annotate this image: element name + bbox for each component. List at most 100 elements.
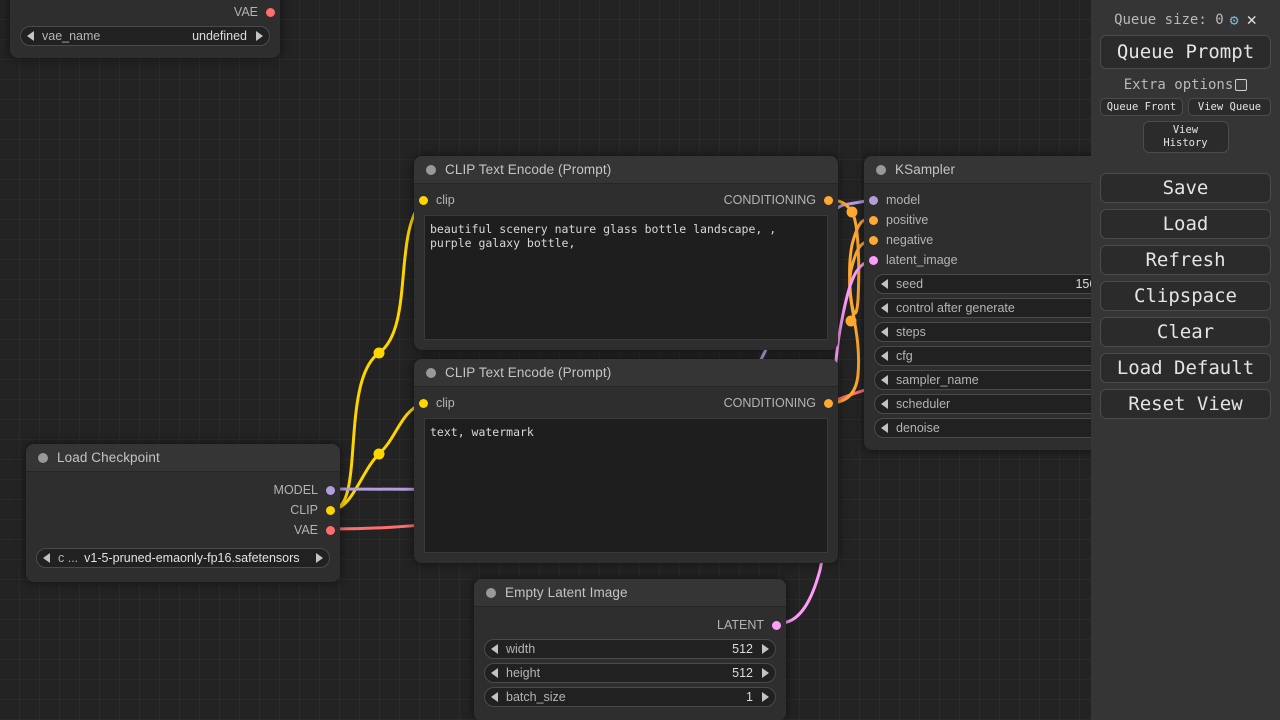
widget-sampler-name[interactable]: sampler_name	[874, 370, 1091, 390]
reset-view-button[interactable]: Reset View	[1100, 389, 1271, 419]
view-history-button[interactable]: View History	[1142, 121, 1229, 153]
arrow-right-icon[interactable]	[762, 692, 769, 702]
collapse-dot-icon[interactable]	[426, 367, 436, 378]
load-button[interactable]: Load	[1100, 209, 1271, 239]
widget-scheduler[interactable]: scheduler	[874, 394, 1091, 414]
widget-value: 1	[746, 690, 753, 704]
close-icon[interactable]: ✕	[1246, 9, 1257, 30]
arrow-left-icon[interactable]	[491, 668, 498, 678]
widget-vae-name[interactable]: vae_name undefined	[20, 26, 270, 46]
arrow-left-icon[interactable]	[881, 423, 888, 433]
widget-denoise[interactable]: denoise	[874, 418, 1091, 438]
refresh-button[interactable]: Refresh	[1100, 245, 1271, 275]
node-title: KSampler	[895, 162, 956, 177]
node-clip-text-encode-positive[interactable]: CLIP Text Encode (Prompt) clip CONDITION…	[414, 156, 838, 350]
widget-steps[interactable]: steps	[874, 322, 1091, 342]
arrow-left-icon[interactable]	[881, 279, 888, 289]
input-slot-label: clip	[436, 396, 455, 410]
node-ksampler[interactable]: KSampler model positive negative latent_…	[864, 156, 1091, 450]
widget-seed[interactable]: seed 1566802087	[874, 274, 1091, 294]
collapse-dot-icon[interactable]	[876, 164, 886, 175]
arrow-left-icon[interactable]	[881, 351, 888, 361]
node-body: VAE vae_name undefined	[10, 0, 280, 58]
prompt-textarea[interactable]: text, watermark	[424, 418, 828, 553]
input-slot-model[interactable]: model	[864, 190, 1091, 210]
arrow-left-icon[interactable]	[881, 399, 888, 409]
conditioning-pin-icon[interactable]	[869, 215, 878, 225]
arrow-left-icon[interactable]	[881, 327, 888, 337]
widget-label: width	[506, 642, 536, 656]
clip-pin-icon[interactable]	[419, 195, 428, 205]
output-slot-label: CONDITIONING	[723, 396, 816, 410]
extra-options-row[interactable]: Extra options	[1100, 77, 1271, 93]
node-load-vae[interactable]: Load VAE VAE vae_name undefined	[10, 0, 280, 58]
output-slot-latent[interactable]: LATENT	[474, 615, 786, 635]
arrow-right-icon[interactable]	[762, 644, 769, 654]
queue-prompt-button[interactable]: Queue Prompt	[1100, 35, 1271, 69]
node-body: clip CONDITIONING text, watermark	[414, 387, 838, 553]
widget-label: height	[506, 666, 541, 680]
node-load-checkpoint[interactable]: Load Checkpoint MODEL CLIP VAE c ... v1-…	[26, 444, 340, 582]
node-header[interactable]: KSampler	[864, 156, 1091, 184]
model-pin-icon[interactable]	[869, 195, 878, 205]
slot-row: clip CONDITIONING	[414, 190, 838, 210]
collapse-dot-icon[interactable]	[426, 164, 436, 175]
arrow-left-icon[interactable]	[27, 31, 34, 41]
latent-pin-icon[interactable]	[869, 255, 878, 265]
prompt-textarea[interactable]: beautiful scenery nature glass bottle la…	[424, 215, 828, 340]
widget-label: sampler_name	[896, 373, 979, 387]
output-slot-vae[interactable]: VAE	[10, 2, 280, 22]
vae-pin-icon[interactable]	[326, 525, 335, 535]
load-default-button[interactable]: Load Default	[1100, 353, 1271, 383]
collapse-dot-icon[interactable]	[38, 452, 48, 463]
arrow-right-icon[interactable]	[256, 31, 263, 41]
model-pin-icon[interactable]	[326, 485, 335, 495]
extra-options-checkbox[interactable]	[1235, 79, 1248, 91]
widget-label: c ...	[58, 551, 79, 565]
node-header[interactable]: Empty Latent Image	[474, 579, 786, 607]
arrow-left-icon[interactable]	[43, 553, 50, 563]
arrow-left-icon[interactable]	[881, 303, 888, 313]
clipspace-button[interactable]: Clipspace	[1100, 281, 1271, 311]
vae-pin-icon[interactable]	[266, 7, 275, 17]
widget-cfg[interactable]: cfg	[874, 346, 1091, 366]
widget-ckpt-name[interactable]: c ... v1-5-pruned-emaonly-fp16.safetenso…	[36, 548, 330, 568]
gear-icon[interactable]: ⚙	[1229, 10, 1239, 29]
conditioning-pin-icon[interactable]	[869, 235, 878, 245]
arrow-right-icon[interactable]	[762, 668, 769, 678]
conditioning-pin-icon[interactable]	[824, 398, 833, 408]
arrow-left-icon[interactable]	[491, 644, 498, 654]
collapse-dot-icon[interactable]	[486, 587, 496, 598]
node-header[interactable]: CLIP Text Encode (Prompt)	[414, 156, 838, 184]
widget-width[interactable]: width 512	[484, 639, 776, 659]
widget-batch-size[interactable]: batch_size 1	[484, 687, 776, 707]
clear-button[interactable]: Clear	[1100, 317, 1271, 347]
output-slot-model[interactable]: MODEL	[26, 480, 340, 500]
node-empty-latent-image[interactable]: Empty Latent Image LATENT width 512 heig…	[474, 579, 786, 720]
output-slot-label: LATENT	[717, 618, 764, 632]
arrow-left-icon[interactable]	[881, 375, 888, 385]
node-title: CLIP Text Encode (Prompt)	[445, 162, 612, 177]
graph-canvas[interactable]: Load VAE VAE vae_name undefined CLIP Tex…	[0, 0, 1091, 720]
widget-height[interactable]: height 512	[484, 663, 776, 683]
save-button[interactable]: Save	[1100, 173, 1271, 203]
output-slot-vae[interactable]: VAE	[26, 520, 340, 540]
node-clip-text-encode-negative[interactable]: CLIP Text Encode (Prompt) clip CONDITION…	[414, 359, 838, 563]
node-header[interactable]: CLIP Text Encode (Prompt)	[414, 359, 838, 387]
arrow-right-icon[interactable]	[316, 553, 323, 563]
clip-pin-icon[interactable]	[419, 398, 428, 408]
output-slot-clip[interactable]: CLIP	[26, 500, 340, 520]
view-queue-button[interactable]: View Queue	[1188, 98, 1271, 116]
clip-pin-icon[interactable]	[326, 505, 335, 515]
widget-label: seed	[896, 277, 924, 291]
node-header[interactable]: Load Checkpoint	[26, 444, 340, 472]
latent-pin-icon[interactable]	[772, 620, 781, 630]
input-slot-latent-image[interactable]: latent_image	[864, 250, 1091, 270]
input-slot-positive[interactable]: positive	[864, 210, 1091, 230]
widget-control-after-generate[interactable]: control after generate ran	[874, 298, 1091, 318]
arrow-left-icon[interactable]	[491, 692, 498, 702]
input-slot-label: model	[886, 193, 921, 207]
queue-front-button[interactable]: Queue Front	[1100, 98, 1183, 116]
input-slot-negative[interactable]: negative	[864, 230, 1091, 250]
conditioning-pin-icon[interactable]	[824, 195, 833, 205]
